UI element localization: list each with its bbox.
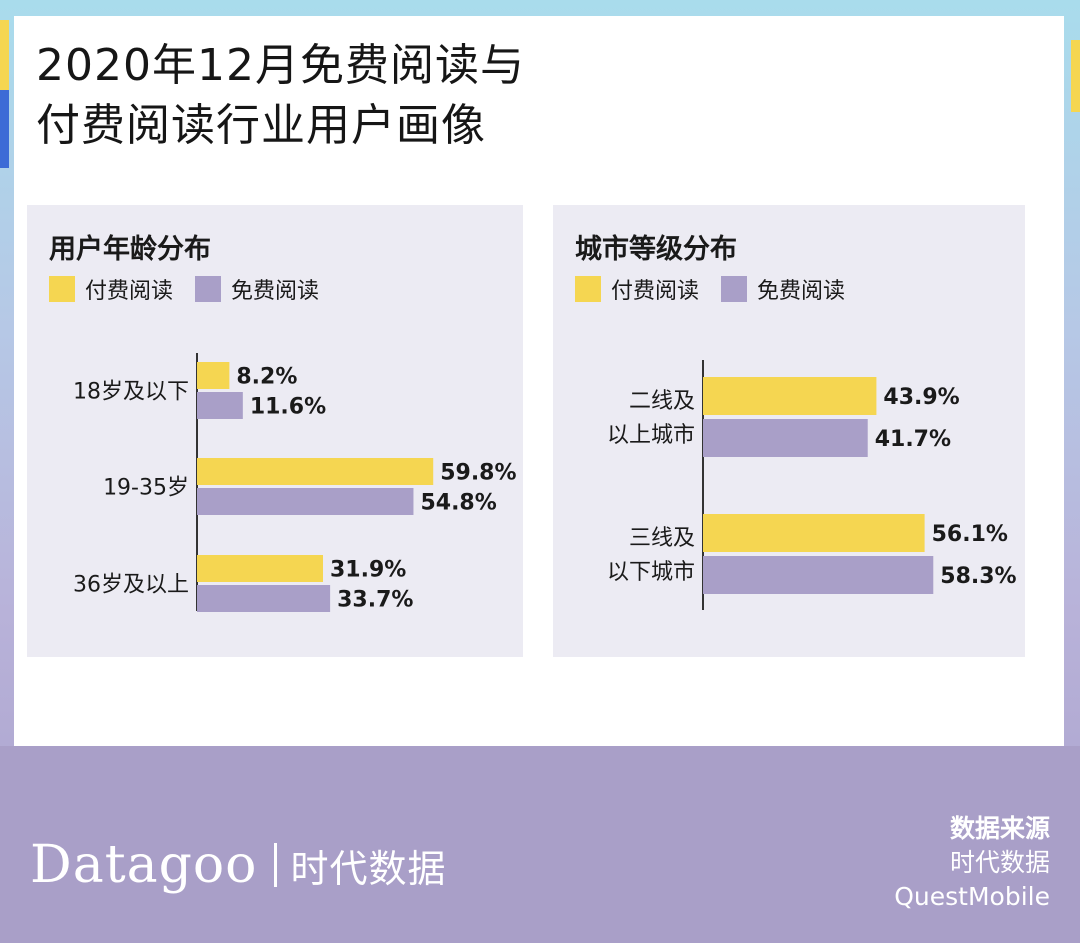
category-label: 以下城市 — [607, 560, 695, 585]
data-label: 56.1% — [932, 522, 1008, 547]
title-line-1: 2020年12月免费阅读与 — [36, 40, 525, 91]
city-chart-title: 城市等级分布 — [575, 234, 737, 265]
bar-paid — [197, 458, 434, 485]
right-accent-yellow — [1071, 40, 1080, 112]
legend-swatch-paid — [575, 276, 601, 302]
legend-item-paid: 付费阅读 — [49, 273, 173, 305]
footer-band — [0, 746, 1080, 943]
source-item: 时代数据 — [949, 848, 1050, 877]
bar-paid — [703, 377, 877, 415]
data-source: 数据来源 时代数据 QuestMobile — [894, 812, 1050, 914]
category-label: 以上城市 — [607, 423, 695, 448]
bar-free — [197, 392, 243, 419]
legend-label-paid: 付费阅读 — [611, 279, 700, 304]
legend-item-paid: 付费阅读 — [575, 273, 699, 305]
brand-name: Datagoo — [30, 835, 258, 895]
data-label: 33.7% — [337, 588, 413, 613]
data-label: 11.6% — [250, 395, 326, 420]
legend-label-paid: 付费阅读 — [85, 279, 174, 304]
bar-paid — [703, 514, 925, 552]
legend-label-free: 免费阅读 — [231, 279, 320, 304]
source-label: 数据来源 — [949, 814, 1050, 843]
data-label: 54.8% — [420, 491, 496, 516]
age-chart-panel: 用户年龄分布 付费阅读 免费阅读 8.2% 11.6% 18岁及以下 59.8% 54.… — [27, 205, 523, 657]
legend-label-free: 免费阅读 — [757, 279, 846, 304]
data-label: 43.9% — [883, 385, 959, 410]
bar-free — [703, 419, 868, 457]
title-line-2: 付费阅读行业用户画像 — [36, 100, 486, 151]
data-label: 59.8% — [440, 461, 516, 486]
data-label: 58.3% — [940, 564, 1016, 589]
city-chart-legend: 付费阅读 免费阅读 — [575, 273, 867, 305]
legend-swatch-free — [195, 276, 222, 302]
bar-paid — [197, 555, 324, 582]
left-accent-yellow — [0, 20, 9, 90]
bar-free — [197, 585, 331, 612]
data-label: 8.2% — [236, 365, 297, 390]
category-label: 18岁及以下 — [73, 380, 189, 405]
legend-swatch-free — [721, 276, 748, 302]
source-item: QuestMobile — [894, 882, 1050, 911]
age-chart-title: 用户年龄分布 — [49, 234, 211, 265]
brand-name-cn: 时代数据 — [290, 846, 447, 891]
left-accent-blue — [0, 90, 9, 168]
legend-item-free: 免费阅读 — [721, 273, 845, 305]
data-label: 41.7% — [875, 427, 951, 452]
category-label: 二线及 — [629, 389, 695, 414]
bar-free — [703, 556, 934, 594]
age-bar-chart: 8.2% 11.6% 18岁及以下 59.8% 54.8% 19-35岁 31.9% 33.7… — [73, 353, 517, 613]
brand-divider — [273, 843, 277, 887]
city-chart-panel: 城市等级分布 付费阅读 免费阅读 43.9% 41.7% 二线及以上城市 56.1% 5… — [553, 205, 1025, 657]
category-label: 19-35岁 — [103, 476, 189, 501]
datagoo-logo: Datagoo 时代数据 — [30, 835, 447, 895]
category-label: 三线及 — [629, 526, 695, 551]
legend-item-free: 免费阅读 — [195, 273, 319, 305]
page-title: 2020年12月免费阅读与 付费阅读行业用户画像 — [36, 36, 525, 156]
category-label: 36岁及以上 — [73, 573, 189, 598]
bar-paid — [197, 362, 230, 389]
age-chart-legend: 付费阅读 免费阅读 — [49, 273, 341, 305]
legend-swatch-paid — [49, 276, 75, 302]
bar-free — [197, 488, 414, 515]
data-label: 31.9% — [330, 558, 406, 583]
